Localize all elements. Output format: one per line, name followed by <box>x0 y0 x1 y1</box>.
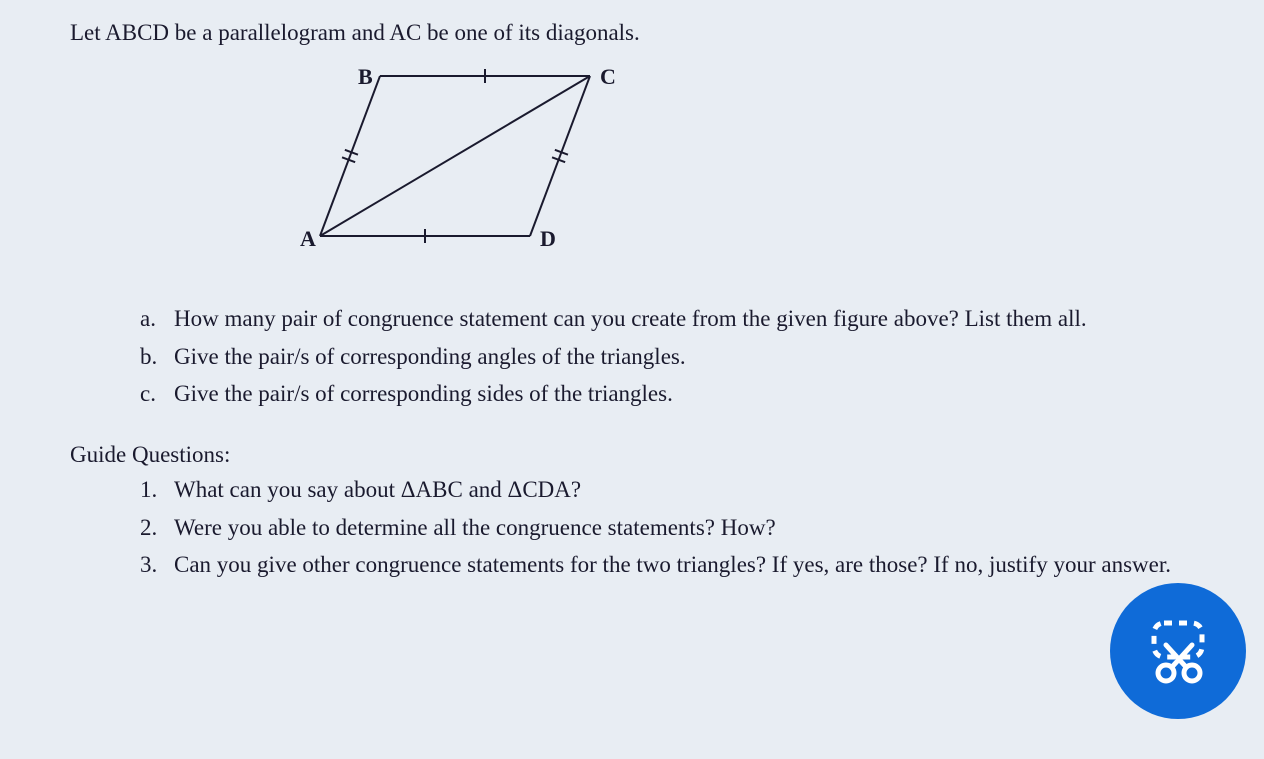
question-a: a. How many pair of congruence statement… <box>140 301 1194 337</box>
guide-item-1: 1. What can you say about ΔABC and ΔCDA? <box>140 472 1194 508</box>
question-letter: a. <box>140 301 174 337</box>
intro-text: Let ABCD be a parallelogram and AC be on… <box>70 20 1194 46</box>
screenshot-crop-fab[interactable] <box>1110 583 1246 719</box>
question-text: How many pair of congruence statement ca… <box>174 301 1194 337</box>
svg-text:D: D <box>540 226 556 251</box>
guide-list: 1. What can you say about ΔABC and ΔCDA?… <box>140 472 1194 583</box>
svg-text:A: A <box>300 226 316 251</box>
guide-text: Were you able to determine all the congr… <box>174 510 1194 546</box>
guide-text: What can you say about ΔABC and ΔCDA? <box>174 472 1194 508</box>
svg-text:C: C <box>600 64 616 89</box>
parallelogram-figure: B C A D <box>300 56 1194 261</box>
guide-item-3: 3. Can you give other congruence stateme… <box>140 547 1194 583</box>
scissors-icon <box>1142 615 1214 687</box>
svg-text:B: B <box>358 64 373 89</box>
question-letter: c. <box>140 376 174 412</box>
guide-title: Guide Questions: <box>70 442 1194 468</box>
question-b: b. Give the pair/s of corresponding angl… <box>140 339 1194 375</box>
question-text: Give the pair/s of corresponding sides o… <box>174 376 1194 412</box>
guide-number: 2. <box>140 510 174 546</box>
question-letter: b. <box>140 339 174 375</box>
guide-number: 3. <box>140 547 174 583</box>
guide-item-2: 2. Were you able to determine all the co… <box>140 510 1194 546</box>
question-c: c. Give the pair/s of corresponding side… <box>140 376 1194 412</box>
questions-list: a. How many pair of congruence statement… <box>140 301 1194 412</box>
guide-text: Can you give other congruence statements… <box>174 547 1194 583</box>
guide-number: 1. <box>140 472 174 508</box>
question-text: Give the pair/s of corresponding angles … <box>174 339 1194 375</box>
